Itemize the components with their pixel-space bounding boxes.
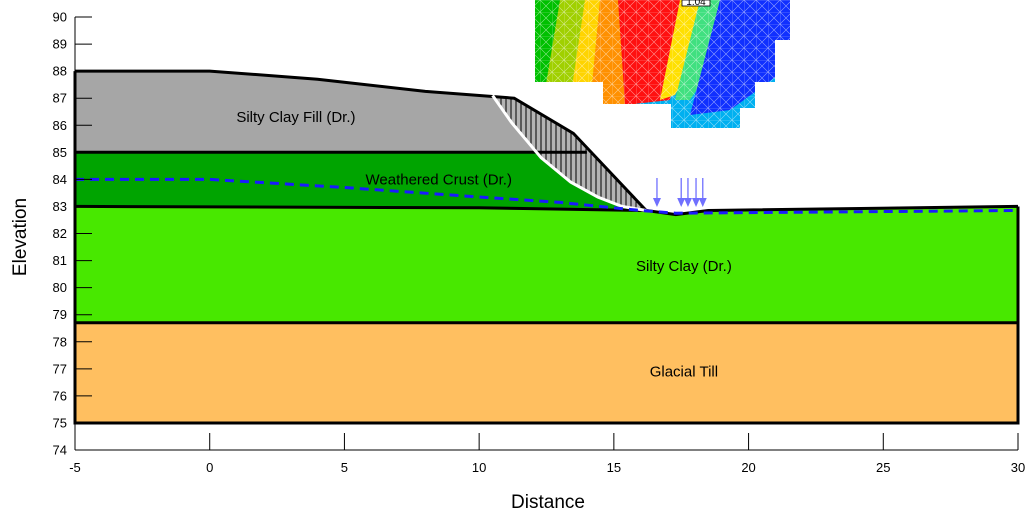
- y-tick-label: 77: [53, 361, 67, 376]
- layer-fill: [75, 71, 587, 153]
- x-tick-label: 30: [1011, 460, 1025, 475]
- y-tick-label: 89: [53, 37, 67, 52]
- soil-layers: [75, 71, 1018, 423]
- y-tick-label: 88: [53, 64, 67, 79]
- contour-annotation: 1.04: [686, 0, 706, 8]
- layer-glacial-till: [75, 322, 1018, 423]
- y-tick-label: 87: [53, 91, 67, 106]
- load-arrow: [677, 178, 686, 207]
- x-axis: -5 0 5 10 15 20 25 30: [69, 433, 1025, 475]
- y-tick-label: 78: [53, 334, 67, 349]
- x-tick-label: 25: [876, 460, 890, 475]
- point-loads: [652, 178, 707, 207]
- x-tick-label: 5: [341, 460, 348, 475]
- layer-silty-clay: [75, 206, 1018, 323]
- load-arrow: [652, 178, 661, 207]
- y-tick-label: 84: [53, 172, 67, 187]
- y-axis-title: Elevation: [10, 198, 31, 276]
- y-tick-label: 74: [53, 443, 67, 458]
- y-tick-label: 81: [53, 253, 67, 268]
- y-tick-label: 85: [53, 145, 67, 160]
- x-axis-title: Distance: [511, 492, 585, 513]
- y-tick-label: 76: [53, 388, 67, 403]
- layer-label-fill: Silty Clay Fill (Dr.): [236, 109, 355, 126]
- layer-label-silty-clay: Silty Clay (Dr.): [636, 258, 732, 275]
- critical-slip-surface: [491, 94, 647, 212]
- layer-label-glacial-till: Glacial Till: [650, 364, 718, 381]
- layer-boundary: [74, 204, 647, 212]
- layer-boundaries: [74, 150, 1018, 325]
- y-tick-label: 80: [53, 280, 67, 295]
- y-tick-label: 86: [53, 118, 67, 133]
- y-tick-label: 90: [53, 10, 67, 25]
- x-tick-label: -5: [69, 460, 81, 475]
- x-tick-label: 10: [472, 460, 486, 475]
- layer-label-crust: Weathered Crust (Dr.): [366, 171, 512, 188]
- safety-factor-contour-grid: 1.04: [535, 0, 810, 132]
- y-tick-label: 75: [53, 415, 67, 430]
- y-tick-label: 83: [53, 199, 67, 214]
- x-tick-label: 0: [206, 460, 213, 475]
- load-arrow: [683, 178, 692, 207]
- x-tick-label: 15: [607, 460, 621, 475]
- water-table-line: [75, 177, 1019, 215]
- y-tick-label: 82: [53, 226, 67, 241]
- load-arrow: [692, 178, 701, 207]
- y-tick-label: 79: [53, 307, 67, 322]
- y-axis: 74 75 76 77 78 79 80 81 82 83 84 85 86 87 88 89 90: [53, 10, 92, 458]
- load-arrow: [698, 178, 707, 207]
- layer-weathered-crust: [75, 152, 647, 211]
- x-tick-label: 20: [741, 460, 755, 475]
